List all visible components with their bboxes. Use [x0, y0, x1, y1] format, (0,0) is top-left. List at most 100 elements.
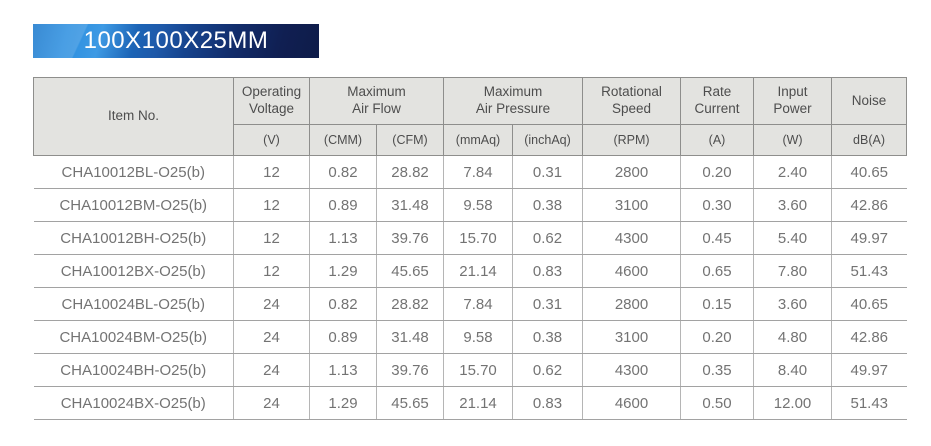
table-row: CHA10024BL-O25(b) 24 0.82 28.82 7.84 0.3… [33, 287, 907, 321]
header-unit-row: (V) (CMM) (CFM) (mmAq) (inchAq) (RPM) (A… [34, 124, 908, 156]
size-banner: 100X100X25MM [33, 24, 319, 58]
cell-voltage: 24 [233, 320, 310, 354]
cell-current: 0.20 [680, 320, 754, 354]
cell-power: 5.40 [753, 221, 832, 255]
cell-cmm: 0.89 [309, 320, 377, 354]
cell-cfm: 45.65 [375, 386, 444, 420]
cell-item-no: CHA10024BH-O25(b) [33, 353, 234, 387]
cell-item-no: CHA10012BL-O25(b) [33, 155, 234, 189]
table-row: CHA10024BX-O25(b) 24 1.29 45.65 21.14 0.… [33, 386, 907, 420]
cell-mmaq: 7.84 [443, 287, 513, 321]
header-operating-voltage: Operating Voltage [233, 77, 310, 125]
unit-cmm: (CMM) [309, 124, 377, 156]
cell-noise: 42.86 [831, 188, 907, 222]
unit-rpm: (RPM) [582, 124, 682, 156]
header-group-row: Item No. Operating Voltage Maximum Air F… [33, 77, 908, 156]
header-rotational-speed: Rotational Speed [582, 77, 682, 125]
cell-noise: 42.86 [831, 320, 907, 354]
cell-voltage: 12 [233, 221, 310, 255]
cell-mmaq: 9.58 [443, 320, 513, 354]
unit-voltage: (V) [233, 124, 310, 156]
cell-power: 2.40 [753, 155, 832, 189]
cell-cmm: 1.13 [309, 221, 377, 255]
cell-current: 0.45 [680, 221, 754, 255]
cell-power: 7.80 [753, 254, 832, 288]
cell-cfm: 28.82 [375, 287, 444, 321]
unit-db: dB(A) [831, 124, 908, 156]
header-item-no: Item No. [33, 77, 234, 156]
cell-cfm: 31.48 [375, 188, 444, 222]
size-banner-title: 100X100X25MM [83, 27, 269, 54]
cell-rpm: 2800 [582, 155, 681, 189]
cell-voltage: 12 [233, 188, 310, 222]
cell-inchaq: 0.31 [512, 155, 583, 189]
cell-noise: 49.97 [831, 353, 907, 387]
cell-power: 8.40 [753, 353, 832, 387]
header-rate-current: Rate Current [680, 77, 755, 125]
cell-voltage: 12 [233, 254, 310, 288]
cell-voltage: 24 [233, 386, 310, 420]
cell-mmaq: 15.70 [443, 353, 513, 387]
table-row: CHA10012BX-O25(b) 12 1.29 45.65 21.14 0.… [33, 254, 907, 288]
cell-cfm: 39.76 [375, 353, 444, 387]
cell-inchaq: 0.83 [512, 254, 583, 288]
spec-table-header: Item No. Operating Voltage Maximum Air F… [33, 77, 908, 156]
cell-voltage: 24 [233, 353, 310, 387]
cell-item-no: CHA10024BM-O25(b) [33, 320, 234, 354]
cell-item-no: CHA10024BX-O25(b) [33, 386, 234, 420]
cell-mmaq: 7.84 [443, 155, 513, 189]
header-input-power: Input Power [753, 77, 833, 125]
unit-mmaq: (mmAq) [443, 124, 514, 156]
cell-inchaq: 0.62 [512, 221, 583, 255]
header-noise: Noise [831, 77, 908, 125]
cell-mmaq: 21.14 [443, 386, 513, 420]
header-max-air-flow: Maximum Air Flow [308, 77, 445, 125]
cell-voltage: 24 [233, 287, 310, 321]
cell-noise: 51.43 [831, 386, 907, 420]
table-row: CHA10024BM-O25(b) 24 0.89 31.48 9.58 0.3… [33, 320, 907, 354]
spec-table: Item No. Operating Voltage Maximum Air F… [33, 77, 908, 420]
cell-cfm: 45.65 [375, 254, 444, 288]
cell-cfm: 28.82 [375, 155, 444, 189]
cell-mmaq: 21.14 [443, 254, 513, 288]
cell-current: 0.30 [680, 188, 754, 222]
cell-current: 0.20 [680, 155, 754, 189]
cell-power: 3.60 [753, 188, 832, 222]
cell-cmm: 0.82 [309, 155, 377, 189]
table-row: CHA10012BM-O25(b) 12 0.89 31.48 9.58 0.3… [33, 188, 907, 222]
unit-watt: (W) [753, 124, 833, 156]
cell-mmaq: 15.70 [443, 221, 513, 255]
cell-current: 0.35 [680, 353, 754, 387]
cell-item-no: CHA10012BH-O25(b) [33, 221, 234, 255]
cell-noise: 40.65 [831, 155, 907, 189]
cell-inchaq: 0.31 [512, 287, 583, 321]
cell-mmaq: 9.58 [443, 188, 513, 222]
cell-rpm: 4300 [582, 353, 681, 387]
cell-inchaq: 0.38 [512, 188, 583, 222]
cell-cmm: 1.13 [309, 353, 377, 387]
header-max-air-pressure: Maximum Air Pressure [443, 77, 584, 125]
cell-cmm: 1.29 [309, 386, 377, 420]
table-row: CHA10012BL-O25(b) 12 0.82 28.82 7.84 0.3… [33, 155, 907, 189]
cell-power: 12.00 [753, 386, 832, 420]
cell-rpm: 4300 [582, 221, 681, 255]
unit-ampere: (A) [680, 124, 755, 156]
cell-rpm: 2800 [582, 287, 681, 321]
unit-inchaq: (inchAq) [512, 124, 584, 156]
cell-noise: 51.43 [831, 254, 907, 288]
cell-inchaq: 0.38 [512, 320, 583, 354]
cell-rpm: 4600 [582, 254, 681, 288]
cell-voltage: 12 [233, 155, 310, 189]
cell-item-no: CHA10024BL-O25(b) [33, 287, 234, 321]
cell-cmm: 0.82 [309, 287, 377, 321]
cell-current: 0.15 [680, 287, 754, 321]
cell-cfm: 39.76 [375, 221, 444, 255]
cell-item-no: CHA10012BX-O25(b) [33, 254, 234, 288]
cell-power: 4.80 [753, 320, 832, 354]
cell-noise: 49.97 [831, 221, 907, 255]
cell-current: 0.65 [680, 254, 754, 288]
cell-inchaq: 0.83 [512, 386, 583, 420]
table-row: CHA10012BH-O25(b) 12 1.13 39.76 15.70 0.… [33, 221, 907, 255]
cell-rpm: 3100 [582, 320, 681, 354]
